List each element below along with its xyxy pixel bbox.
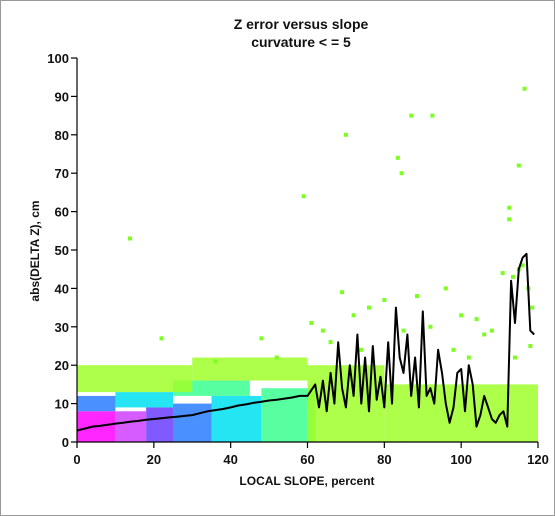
outlier-point (340, 290, 345, 295)
outlier-point (395, 155, 400, 160)
y-tick-label: 100 (47, 51, 69, 66)
outlier-point (366, 305, 371, 310)
outlier-point (530, 305, 535, 310)
outlier-point (128, 236, 133, 241)
outlier-point (520, 263, 525, 268)
y-tick-label: 40 (55, 281, 69, 296)
outlier-point (459, 313, 464, 318)
outlier-point (382, 297, 387, 302)
outlier-point (430, 113, 435, 118)
y-tick-label: 20 (55, 358, 69, 373)
x-tick-label: 0 (73, 452, 80, 467)
outlier-point (274, 355, 279, 360)
outlier-point (213, 359, 218, 364)
y-tick-label: 0 (62, 435, 69, 450)
outlier-point (474, 317, 479, 322)
x-tick-label: 100 (450, 452, 472, 467)
y-tick-label: 80 (55, 128, 69, 143)
y-tick-label: 10 (55, 397, 69, 412)
outlier-point (522, 86, 527, 91)
x-tick-label: 40 (223, 452, 237, 467)
outlier-point (409, 113, 414, 118)
density-cell (115, 411, 147, 442)
outlier-point (511, 274, 516, 279)
y-tick-label: 50 (55, 243, 69, 258)
outlier-point (159, 336, 164, 341)
chart-title-line-1: Z error versus slope (234, 16, 369, 32)
chart-title-line-2: curvature < = 5 (251, 34, 351, 50)
density-cell (77, 365, 193, 393)
y-tick-label: 30 (55, 320, 69, 335)
outlier-point (528, 344, 533, 348)
outlier-point (343, 132, 348, 137)
y-tick-label: 90 (55, 89, 69, 104)
outlier-point (414, 294, 419, 299)
density-heatmap (77, 357, 538, 442)
axes: 0 10 20 30 40 50 60 70 80 90 100 0 20 40 60 80 100 120 (47, 51, 549, 467)
y-tick-label: 60 (55, 205, 69, 220)
x-tick-label: 80 (377, 452, 391, 467)
outlier-point (328, 340, 333, 345)
median-line-layer (76, 252, 535, 432)
outlier-point (489, 328, 494, 333)
x-tick-label: 60 (300, 452, 314, 467)
outlier-point (399, 171, 404, 176)
density-cell (77, 395, 116, 412)
outlier-point (516, 163, 521, 168)
y-axis-label: abs(DELTA Z), cm (28, 200, 42, 301)
x-tick-label: 120 (527, 452, 549, 467)
outlier-point (320, 328, 325, 333)
density-cell (173, 403, 212, 442)
outlier-point (428, 324, 433, 329)
x-tick-label: 20 (147, 452, 161, 467)
outlier-point (451, 347, 456, 352)
outlier-point (401, 328, 406, 333)
outlier-point (466, 355, 471, 360)
density-cell (115, 392, 174, 408)
density-cell (146, 407, 174, 442)
density-cell (192, 357, 308, 381)
outlier-point (443, 286, 448, 291)
outlier-point (259, 336, 264, 341)
y-tick-label: 70 (55, 166, 69, 181)
outlier-point (507, 217, 512, 222)
outlier-point (301, 194, 306, 199)
outlier-point (512, 355, 517, 360)
outlier-point (309, 320, 314, 325)
outlier-point (500, 271, 505, 276)
outlier-points (128, 86, 535, 364)
outlier-point (482, 332, 487, 337)
outlier-point (507, 205, 512, 210)
median-error-line (76, 252, 535, 432)
outlier-point (351, 313, 356, 318)
density-cell (384, 384, 538, 442)
outlier-point (359, 347, 364, 352)
x-axis-label: LOCAL SLOPE, percent (239, 474, 374, 488)
